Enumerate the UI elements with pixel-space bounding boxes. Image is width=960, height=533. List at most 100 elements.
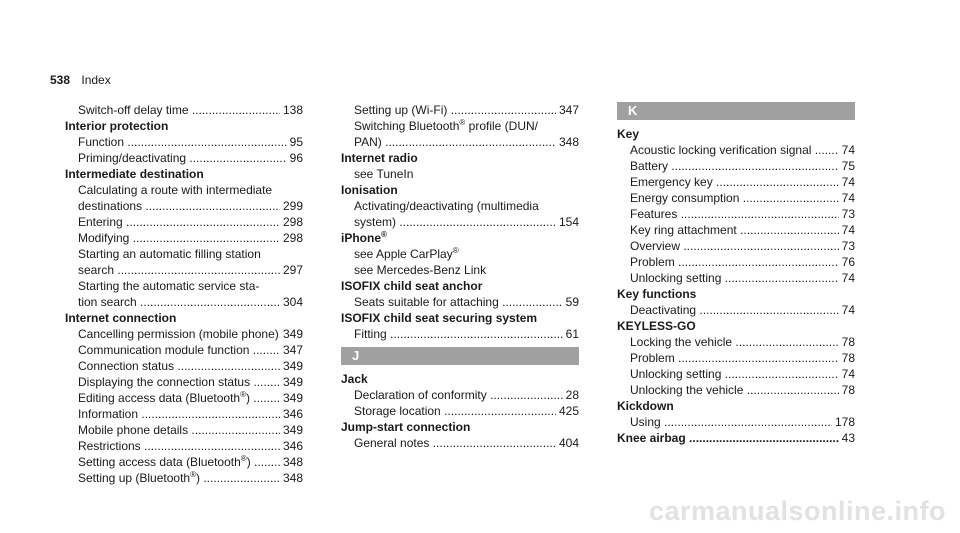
index-entry: Battery 75: [617, 158, 855, 174]
index-subline: see Mercedes-Benz Link: [341, 262, 579, 278]
entry-label: Problem: [630, 254, 839, 270]
entry-label-after: ): [246, 455, 251, 469]
entry-page-number: 138: [282, 103, 303, 117]
entry-label: Knee airbag: [617, 430, 839, 446]
index-entry: Problem 76: [617, 254, 855, 270]
entry-label-text: Setting up (Wi-Fi): [354, 103, 448, 117]
heading-text: Jump-start connection: [341, 420, 471, 434]
index-entry: Declaration of conformity 28: [341, 387, 579, 403]
entry-label-text: Emergency key: [630, 175, 713, 189]
index-entry: Switch-off delay time 138: [65, 102, 303, 118]
entry-label-text: Seats suitable for attaching: [354, 295, 499, 309]
entry-label-text: search: [78, 263, 115, 277]
entry-page-number: 43: [841, 431, 855, 445]
index-entry: Using 178: [617, 414, 855, 430]
entry-label-text: Declaration of conformity: [354, 388, 487, 402]
subline-text: Activating/deactivating (multimedia: [354, 199, 539, 213]
entry-label: Priming/deactivating: [78, 150, 287, 166]
index-heading: ISOFIX child seat securing system: [341, 310, 579, 326]
entry-page-number: 346: [282, 407, 303, 421]
entry-label-text: Switch-off delay time: [78, 103, 189, 117]
index-heading: Interior protection: [65, 118, 303, 134]
entry-page-number: 74: [841, 303, 855, 317]
index-entry: Locking the vehicle 78: [617, 334, 855, 350]
index-entry: Unlocking setting 74: [617, 366, 855, 382]
entry-label-text: Restrictions: [78, 439, 141, 453]
entry-label-text: Storage location: [354, 404, 441, 418]
index-entry: destinations 299: [65, 198, 303, 214]
entry-label: Deactivating: [630, 302, 839, 318]
entry-label: system): [354, 214, 556, 230]
entry-page-number: 78: [841, 335, 855, 349]
entry-label: Features: [630, 206, 839, 222]
index-entry: Energy consumption 74: [617, 190, 855, 206]
entry-label-text: Setting access data (Bluetooth: [78, 455, 241, 469]
entry-label: Switch-off delay time: [78, 102, 280, 118]
heading-text: Intermediate destination: [65, 167, 204, 181]
entry-label: Unlocking the vehicle: [630, 382, 839, 398]
entry-label-text: Unlocking the vehicle: [630, 383, 744, 397]
entry-page-number: 299: [282, 199, 303, 213]
entry-page-number: 178: [834, 415, 855, 429]
index-heading: ISOFIX child seat anchor: [341, 278, 579, 294]
subline-text: Switching Bluetooth: [354, 119, 460, 133]
entry-label-text: Function: [78, 135, 125, 149]
index-entry: Acoustic locking verification signal 74: [617, 142, 855, 158]
index-entry: Overview 73: [617, 238, 855, 254]
registered-mark: ®: [240, 454, 247, 463]
entry-page-number: 76: [841, 255, 855, 269]
entry-label-text: PAN): [354, 135, 382, 149]
entry-label-text: Cancelling permission (mobile phone)..: [78, 327, 280, 341]
index-entry: search 297: [65, 262, 303, 278]
entry-page-number: 74: [841, 271, 855, 285]
entry-label-text: Problem: [630, 351, 675, 365]
entry-label-text: Setting up (Bluetooth: [78, 471, 191, 485]
index-entry: Key ring attachment 74: [617, 222, 855, 238]
index-column-3: K Key Acoustic locking verification signal…: [617, 102, 855, 446]
entry-label-text: Modifying: [78, 231, 130, 245]
entry-label: Communication module function: [78, 342, 280, 358]
index-heading: Key functions: [617, 286, 855, 302]
section-title: Index: [81, 73, 111, 87]
index-subline: Switching Bluetooth® profile (DUN/: [341, 118, 579, 134]
index-entry: Storage location 425: [341, 403, 579, 419]
index-subline: Calculating a route with intermediate: [65, 182, 303, 198]
index-heading: iPhone®: [341, 230, 579, 246]
entry-label: Function: [78, 134, 287, 150]
entry-page-number: 78: [841, 351, 855, 365]
entry-page-number: 74: [841, 143, 855, 157]
registered-mark: ®: [240, 390, 247, 399]
index-column-1: Switch-off delay time 138 Interior protect…: [65, 102, 303, 486]
entry-label: Storage location: [354, 403, 556, 419]
index-entry: Editing access data (Bluetooth®)349: [65, 390, 303, 406]
subline-text: see TuneIn: [354, 167, 414, 181]
index-entry: system) 154: [341, 214, 579, 230]
entry-label-text: system): [354, 215, 396, 229]
entry-label: Information: [78, 406, 280, 422]
index-entry: Knee airbag 43: [617, 430, 855, 446]
heading-text: Ionisation: [341, 183, 398, 197]
entry-label-text: Editing access data (Bluetooth: [78, 391, 241, 405]
entry-page-number: 349: [282, 423, 303, 437]
index-entry: Setting up (Wi-Fi) 347: [341, 102, 579, 118]
index-entry: Deactivating 74: [617, 302, 855, 318]
entry-label: Mobile phone details: [78, 422, 280, 438]
entry-label-text: Unlocking setting: [630, 271, 722, 285]
entry-label-text: Energy consumption: [630, 191, 740, 205]
subline-text-after: profile (DUN/: [465, 119, 538, 133]
entry-label: Setting access data (Bluetooth®): [78, 454, 280, 470]
entry-label: Problem: [630, 350, 839, 366]
entry-label-text: Connection status: [78, 359, 175, 373]
entry-label: Using: [630, 414, 832, 430]
subline-text: see Mercedes-Benz Link: [354, 263, 487, 277]
index-entry: Priming/deactivating 96: [65, 150, 303, 166]
index-heading: Kickdown: [617, 398, 855, 414]
entry-label: Key ring attachment: [630, 222, 839, 238]
entry-label-after: ): [246, 391, 251, 405]
entry-page-number: 74: [841, 191, 855, 205]
entry-page-number: 349: [282, 327, 303, 341]
entry-label-text: Fitting: [354, 327, 387, 341]
entry-label: Locking the vehicle: [630, 334, 839, 350]
entry-page-number: 348: [282, 471, 303, 485]
entry-label: Energy consumption: [630, 190, 839, 206]
